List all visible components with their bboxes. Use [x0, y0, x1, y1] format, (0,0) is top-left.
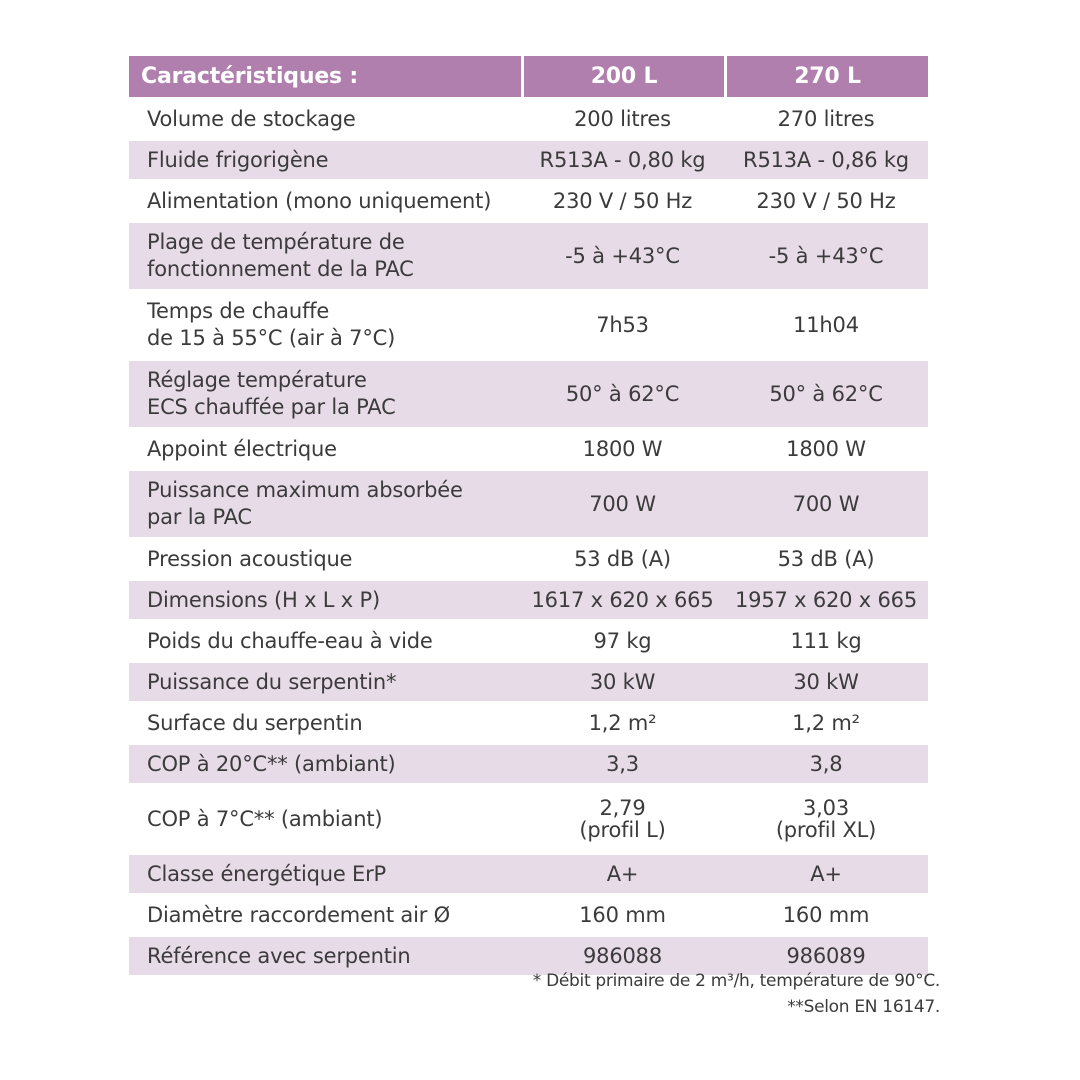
- row-label: Volume de stockage: [129, 100, 521, 138]
- row-label-line: ECS chauffée par la PAC: [147, 395, 396, 419]
- row-label: COP à 7°C** (ambiant): [129, 786, 521, 852]
- value-270l: R513A - 0,86 kg: [724, 141, 928, 179]
- table-row: Plage de température de fonctionnement d…: [129, 223, 928, 289]
- row-label: Temps de chauffe de 15 à 55°C (air à 7°C…: [129, 292, 521, 358]
- table-row: Alimentation (mono uniquement) 230 V / 5…: [129, 182, 928, 220]
- value-200l: A+: [521, 855, 724, 893]
- value-270l: 1,2 m²: [724, 704, 928, 742]
- value-200l: 7h53: [521, 292, 724, 358]
- value-200l: 1617 x 620 x 665: [521, 581, 724, 619]
- table-row: Réglage température ECS chauffée par la …: [129, 361, 928, 427]
- row-label-line: Temps de chauffe: [147, 299, 330, 323]
- row-label: Fluide frigorigène: [129, 141, 521, 179]
- row-label: Appoint électrique: [129, 430, 521, 468]
- table-row: Temps de chauffe de 15 à 55°C (air à 7°C…: [129, 292, 928, 358]
- value-200l: 53 dB (A): [521, 540, 724, 578]
- value-270l: 50° à 62°C: [724, 361, 928, 427]
- value-line: 3,03: [803, 796, 849, 820]
- table-row: Puissance maximum absorbée par la PAC 70…: [129, 471, 928, 537]
- row-label: Puissance maximum absorbée par la PAC: [129, 471, 521, 537]
- table-row: COP à 20°C** (ambiant) 3,3 3,8: [129, 745, 928, 783]
- value-200l: 230 V / 50 Hz: [521, 182, 724, 220]
- row-label: Dimensions (H x L x P): [129, 581, 521, 619]
- row-label: Classe énergétique ErP: [129, 855, 521, 893]
- row-label: Alimentation (mono uniquement): [129, 182, 521, 220]
- table-row: COP à 7°C** (ambiant) 2,79 (profil L) 3,…: [129, 786, 928, 852]
- footnote-coil: * Débit primaire de 2 m³/h, température …: [532, 971, 941, 991]
- value-line: (profil XL): [775, 818, 877, 842]
- value-200l: 986088: [521, 937, 724, 975]
- header-characteristics: Caractéristiques :: [129, 56, 521, 97]
- row-label-line: Réglage température: [147, 368, 367, 392]
- row-label: Plage de température de fonctionnement d…: [129, 223, 521, 289]
- value-200l: 1,2 m²: [521, 704, 724, 742]
- value-200l: 200 litres: [521, 100, 724, 138]
- table-row: Dimensions (H x L x P) 1617 x 620 x 665 …: [129, 581, 928, 619]
- row-label-line: Puissance maximum absorbée: [147, 478, 463, 502]
- value-270l: 3,03 (profil XL): [724, 786, 928, 852]
- value-270l: 1800 W: [724, 430, 928, 468]
- value-270l: 3,8: [724, 745, 928, 783]
- row-label-line: Plage de température de: [147, 230, 405, 254]
- value-200l: R513A - 0,80 kg: [521, 141, 724, 179]
- table-row: Surface du serpentin 1,2 m² 1,2 m²: [129, 704, 928, 742]
- value-200l: 97 kg: [521, 622, 724, 660]
- value-270l: 111 kg: [724, 622, 928, 660]
- row-label-line: fonctionnement de la PAC: [147, 257, 414, 281]
- value-200l: 700 W: [521, 471, 724, 537]
- row-label: Réglage température ECS chauffée par la …: [129, 361, 521, 427]
- value-270l: 1957 x 620 x 665: [724, 581, 928, 619]
- value-270l: 700 W: [724, 471, 928, 537]
- value-line: (profil L): [579, 818, 666, 842]
- row-label: Puissance du serpentin*: [129, 663, 521, 701]
- table-row: Référence avec serpentin 986088 986089: [129, 937, 928, 975]
- header-270l: 270 L: [724, 56, 928, 97]
- value-270l: 30 kW: [724, 663, 928, 701]
- footnote-standard: **Selon EN 16147.: [787, 997, 940, 1017]
- row-label: COP à 20°C** (ambiant): [129, 745, 521, 783]
- value-270l: A+: [724, 855, 928, 893]
- table-row: Poids du chauffe-eau à vide 97 kg 111 kg: [129, 622, 928, 660]
- value-200l: 1800 W: [521, 430, 724, 468]
- value-200l: 160 mm: [521, 896, 724, 934]
- row-label: Poids du chauffe-eau à vide: [129, 622, 521, 660]
- table-row: Diamètre raccordement air Ø 160 mm 160 m…: [129, 896, 928, 934]
- value-line: 2,79: [599, 796, 646, 820]
- table-row: Pression acoustique 53 dB (A) 53 dB (A): [129, 540, 928, 578]
- spec-table: Caractéristiques : 200 L 270 L Volume de…: [129, 56, 928, 978]
- header-200l: 200 L: [521, 56, 724, 97]
- value-270l: 986089: [724, 937, 928, 975]
- table-row: Classe énergétique ErP A+ A+: [129, 855, 928, 893]
- table-row: Volume de stockage 200 litres 270 litres: [129, 100, 928, 138]
- table-row: Puissance du serpentin* 30 kW 30 kW: [129, 663, 928, 701]
- value-270l: 270 litres: [724, 100, 928, 138]
- row-label: Pression acoustique: [129, 540, 521, 578]
- value-270l: 230 V / 50 Hz: [724, 182, 928, 220]
- value-200l: 3,3: [521, 745, 724, 783]
- footnotes: * Débit primaire de 2 m³/h, température …: [532, 968, 941, 1020]
- value-200l: 50° à 62°C: [521, 361, 724, 427]
- row-label: Surface du serpentin: [129, 704, 521, 742]
- table-row: Fluide frigorigène R513A - 0,80 kg R513A…: [129, 141, 928, 179]
- table-header: Caractéristiques : 200 L 270 L: [129, 56, 928, 97]
- value-270l: 11h04: [724, 292, 928, 358]
- row-label: Diamètre raccordement air Ø: [129, 896, 521, 934]
- value-270l: 160 mm: [724, 896, 928, 934]
- value-270l: 53 dB (A): [724, 540, 928, 578]
- row-label-line: de 15 à 55°C (air à 7°C): [147, 326, 396, 350]
- row-label: Référence avec serpentin: [129, 937, 521, 975]
- value-270l: -5 à +43°C: [724, 223, 928, 289]
- value-200l: 30 kW: [521, 663, 724, 701]
- value-200l: -5 à +43°C: [521, 223, 724, 289]
- row-label-line: par la PAC: [147, 505, 252, 529]
- table-row: Appoint électrique 1800 W 1800 W: [129, 430, 928, 468]
- value-200l: 2,79 (profil L): [521, 786, 724, 852]
